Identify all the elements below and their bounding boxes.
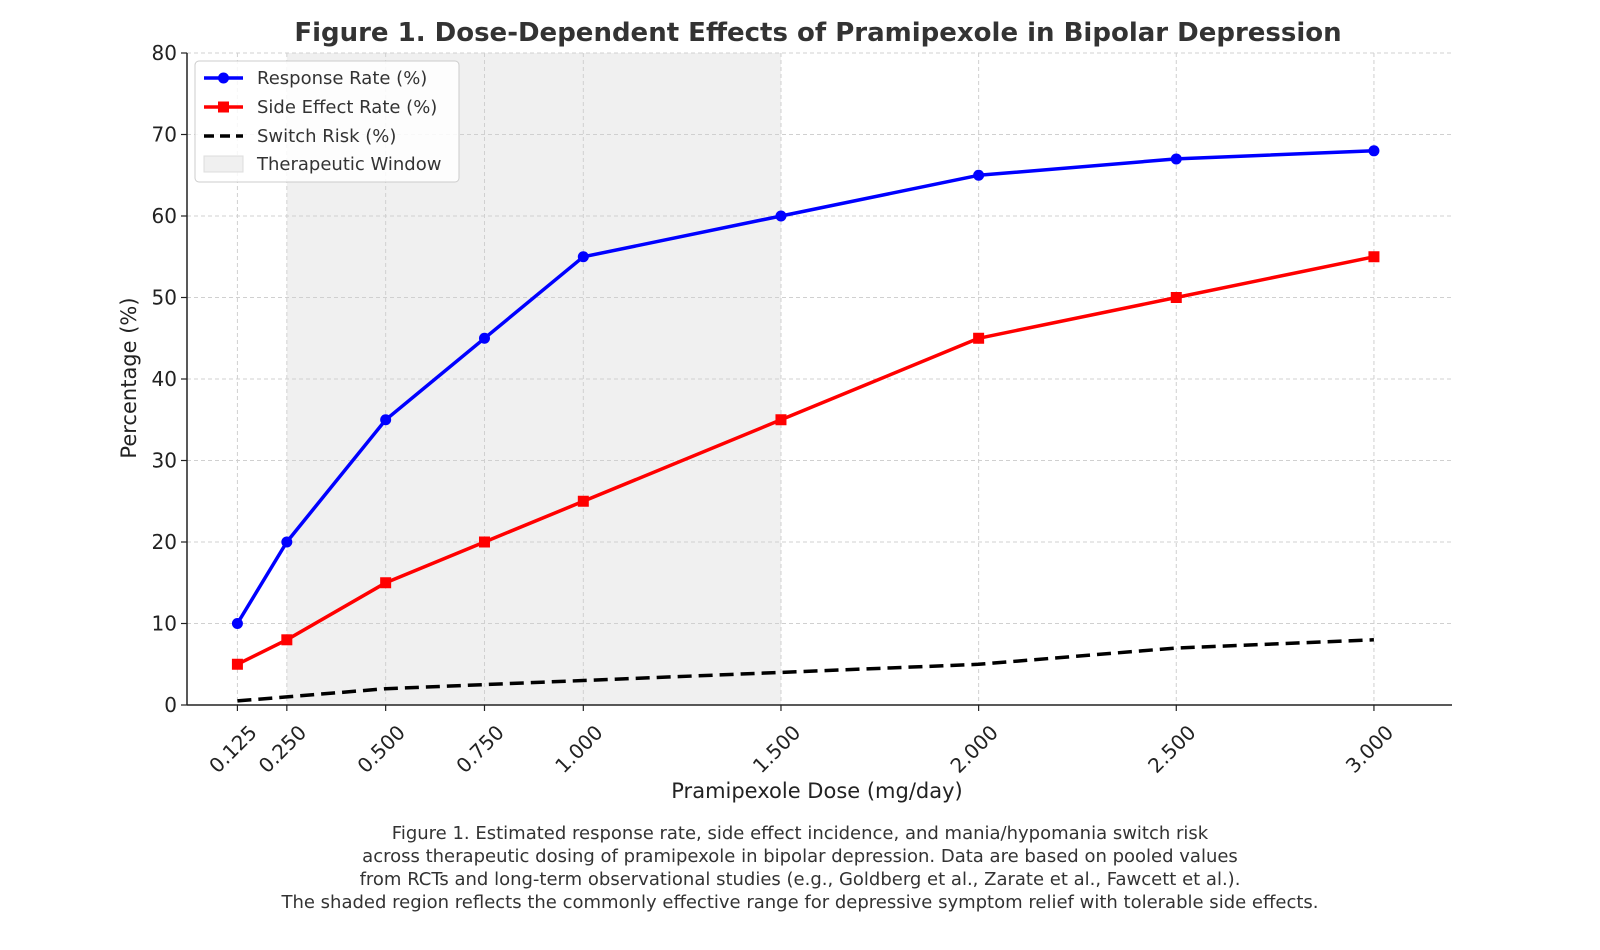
caption-line: Figure 1. Estimated response rate, side … (391, 823, 1209, 844)
grid-layer (187, 52, 1452, 705)
series-point-1 (1368, 251, 1380, 263)
y-tick-label: 30 (152, 449, 177, 473)
legend-swatch-marker (218, 72, 229, 84)
series-point-0 (380, 414, 392, 426)
series-point-1 (775, 414, 787, 426)
x-tick-label: 0.750 (451, 720, 508, 777)
series-point-1 (973, 332, 985, 344)
series-point-0 (281, 536, 293, 548)
series-point-0 (973, 169, 985, 181)
legend-entry-label: Response Rate (%) (257, 68, 427, 89)
legend-swatch-marker (218, 101, 229, 113)
x-tick-label: 1.500 (748, 720, 805, 777)
series-point-0 (1170, 153, 1182, 165)
series-point-1 (478, 536, 490, 548)
series-point-1 (1170, 292, 1182, 303)
legend: Response Rate (%) Side Effect Rate (%) Swi… (194, 60, 460, 183)
caption-line: The shaded region reflects the commonly … (281, 892, 1319, 913)
x-tick-label: 2.500 (1143, 720, 1200, 777)
series-layer (231, 145, 1380, 703)
series-point-0 (775, 210, 787, 222)
y-tick-label: 10 (152, 612, 177, 636)
x-tick-label: 0.125 (204, 720, 261, 777)
series-line-2 (237, 638, 1374, 703)
x-tick-label: 3.000 (1341, 720, 1398, 777)
caption-line: from RCTs and long-term observational st… (359, 869, 1241, 890)
y-tick-label: 60 (152, 204, 177, 228)
y-tick-label: 70 (152, 123, 177, 147)
y-axis-label: Percentage (%) (117, 297, 141, 458)
y-tick-label: 80 (152, 41, 177, 65)
series-point-1 (281, 634, 293, 646)
legend-entry-label: Side Effect Rate (%) (257, 97, 437, 118)
series-point-1 (231, 658, 243, 670)
legend-swatch-region (203, 155, 244, 173)
series-point-0 (478, 332, 490, 344)
x-tick-label: 2.000 (945, 720, 1002, 777)
series-point-1 (380, 577, 392, 589)
x-tick-label: 0.500 (352, 720, 409, 777)
x-tick-label: 1.000 (550, 720, 607, 777)
series-point-1 (577, 495, 589, 507)
figure-caption: Figure 1. Estimated response rate, side … (0, 822, 1600, 914)
legend-entry-label: Switch Risk (%) (257, 126, 396, 147)
x-axis-label: Pramipexole Dose (mg/day) (671, 779, 962, 803)
caption-line: across therapeutic dosing of pramipexole… (362, 846, 1238, 867)
chart-title: Figure 1. Dose-Dependent Effects of Pram… (294, 18, 1341, 48)
y-tick-label: 50 (152, 286, 177, 310)
series-point-0 (231, 618, 243, 629)
y-tick-label: 20 (152, 530, 177, 554)
legend-box (194, 60, 460, 183)
y-tick-label: 0 (164, 693, 177, 717)
x-tick-label: 0.250 (254, 720, 311, 777)
y-tick-label: 40 (152, 367, 177, 391)
series-point-0 (577, 251, 589, 263)
series-point-0 (1368, 145, 1380, 157)
legend-entry-label: Therapeutic Window (256, 154, 441, 175)
